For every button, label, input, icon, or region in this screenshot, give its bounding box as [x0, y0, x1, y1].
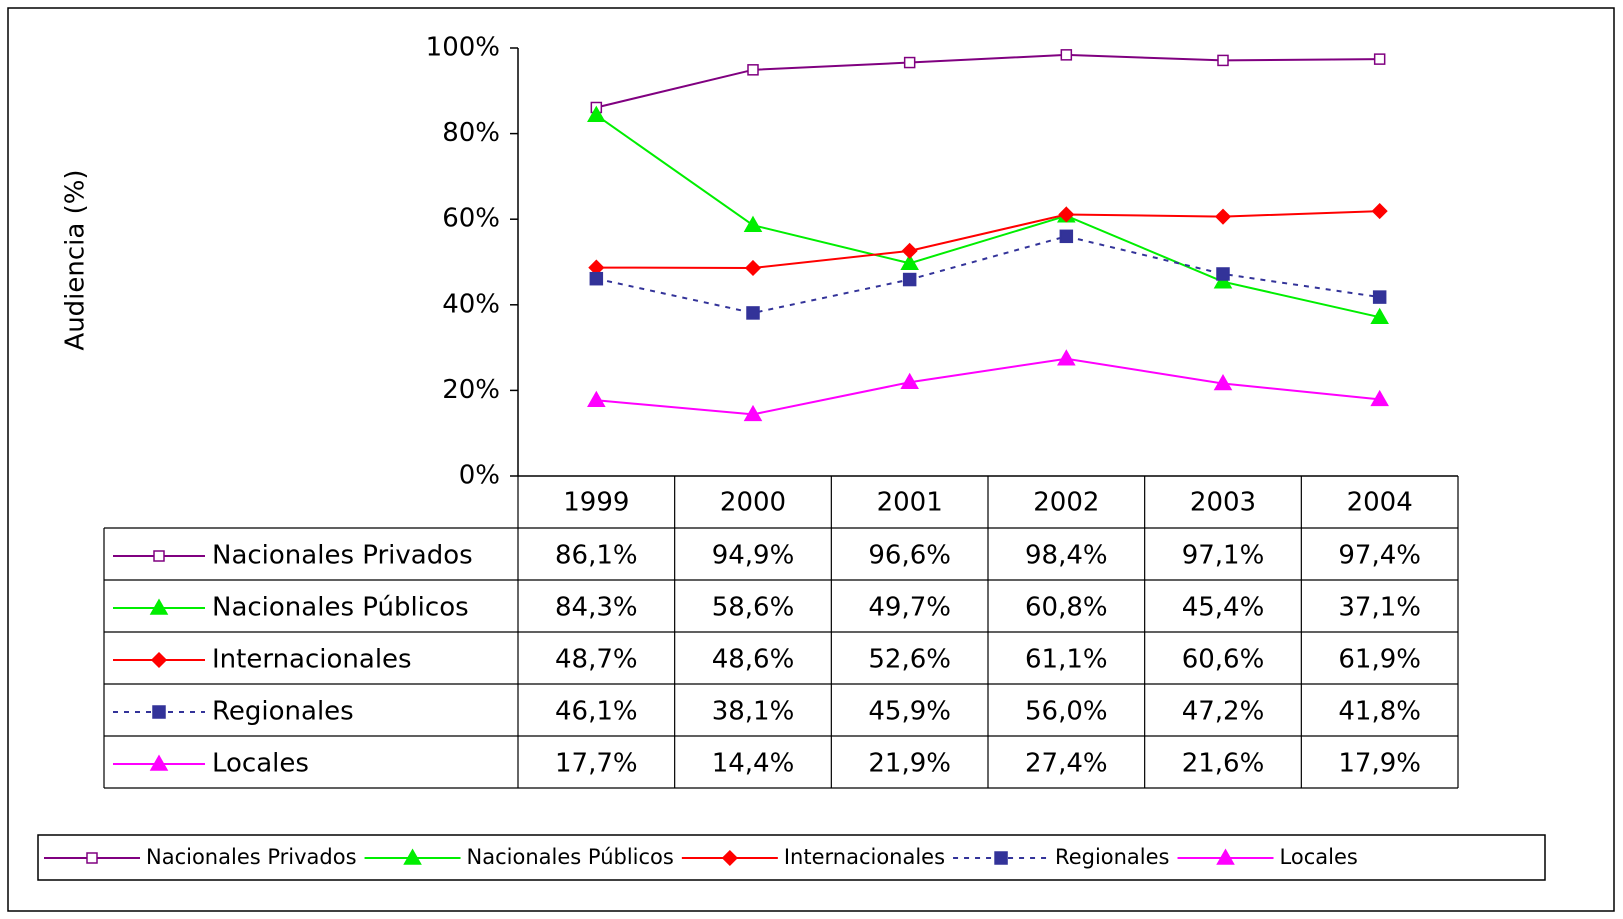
table-cell: 17,7% [555, 749, 638, 779]
table-cell: 37,1% [1338, 593, 1421, 623]
table-key-marker [149, 754, 169, 771]
table-cell: 48,6% [712, 645, 795, 675]
table-cell: 21,9% [868, 749, 951, 779]
legend-label: Locales [1280, 845, 1358, 869]
series-line [596, 235, 1380, 314]
x-tick-label: 2004 [1347, 488, 1413, 518]
series-line [596, 53, 1380, 109]
data-point [903, 56, 916, 69]
table-cell: 46,1% [555, 697, 638, 727]
data-point [1213, 374, 1233, 391]
data-point [743, 215, 763, 232]
table-cell: 56,0% [1025, 697, 1108, 727]
series-line [595, 114, 1380, 319]
table-cell: 21,6% [1182, 749, 1265, 779]
legend-box [37, 834, 1546, 881]
table-cell: 61,9% [1338, 645, 1421, 675]
table-cell: 14,4% [712, 749, 795, 779]
table-cell: 45,9% [868, 697, 951, 727]
table-row-label: Regionales [212, 697, 354, 727]
table-cell: 97,4% [1338, 541, 1421, 571]
legend-key-marker [721, 849, 738, 867]
x-tick-label: 1999 [563, 488, 629, 518]
series-line [596, 210, 1380, 269]
table-key-marker [149, 598, 169, 615]
x-tick-label: 2001 [877, 488, 943, 518]
x-tick-label: 2000 [720, 488, 786, 518]
data-point [747, 64, 759, 76]
legend-label: Internacionales [784, 845, 945, 869]
data-point [1371, 203, 1388, 220]
data-point [746, 306, 760, 320]
legend-key-marker [403, 848, 422, 865]
legend-key-marker [1216, 848, 1235, 865]
table-row-label: Nacionales Privados [212, 541, 473, 571]
data-point [1059, 229, 1074, 244]
data-point [587, 390, 606, 407]
table-row-label: Locales [212, 749, 309, 779]
data-point [587, 105, 606, 122]
legend-key-marker [86, 852, 98, 864]
table-cell: 27,4% [1025, 749, 1108, 779]
table-cell: 97,1% [1182, 541, 1265, 571]
data-point [1370, 389, 1389, 407]
table-cell: 98,4% [1025, 541, 1108, 571]
table-key-marker [153, 550, 165, 562]
table-cell: 41,8% [1338, 697, 1421, 727]
table-cell: 45,4% [1182, 593, 1265, 623]
table-cell: 96,6% [868, 541, 951, 571]
data-point [1370, 307, 1389, 324]
table-cell: 38,1% [712, 697, 795, 727]
chart-border [7, 7, 1615, 912]
data-point [1372, 290, 1387, 304]
data-point [900, 253, 919, 271]
data-point [1214, 208, 1232, 225]
table-cell: 47,2% [1182, 697, 1265, 727]
y-tick-label: 0% [459, 461, 500, 491]
table-cell: 58,6% [712, 593, 795, 623]
data-point [1216, 267, 1230, 281]
y-tick-label: 60% [442, 204, 500, 234]
table-cell: 94,9% [712, 541, 795, 571]
y-tick-label: 100% [426, 33, 500, 63]
data-point [1058, 206, 1075, 223]
table-cell: 48,7% [555, 645, 638, 675]
table-cell: 60,6% [1182, 645, 1265, 675]
table-cell: 84,3% [555, 593, 638, 623]
table-cell: 86,1% [555, 541, 638, 571]
data-point [1217, 54, 1229, 67]
data-point [902, 272, 917, 287]
series-line [596, 357, 1380, 416]
legend-label: Nacionales Privados [146, 845, 357, 869]
y-axis-label: Audiencia (%) [61, 169, 91, 350]
table-cell: 61,1% [1025, 645, 1108, 675]
table-cell: 52,6% [868, 645, 951, 675]
data-point [901, 242, 918, 259]
table-cell: 49,7% [868, 593, 951, 623]
legend-label: Nacionales Públicos [467, 845, 674, 869]
table-row-label: Internacionales [212, 645, 412, 675]
table-key-marker [150, 651, 168, 669]
data-point [744, 259, 762, 277]
data-point [1060, 49, 1073, 61]
y-tick-label: 20% [442, 375, 500, 405]
x-tick-label: 2002 [1033, 488, 1099, 518]
x-tick-label: 2003 [1190, 488, 1256, 518]
legend-label: Regionales [1055, 845, 1169, 869]
data-point [1057, 349, 1076, 366]
y-tick-label: 40% [442, 289, 500, 319]
data-point [743, 404, 763, 422]
table-cell: 60,8% [1025, 593, 1108, 623]
data-point [1373, 53, 1386, 65]
data-point [589, 271, 604, 286]
table-key-marker [152, 705, 166, 719]
legend-key-marker [994, 851, 1008, 865]
y-tick-label: 80% [442, 118, 500, 148]
table-row-label: Nacionales Públicos [212, 593, 469, 623]
data-point [900, 372, 919, 390]
table-cell: 17,9% [1338, 749, 1421, 779]
